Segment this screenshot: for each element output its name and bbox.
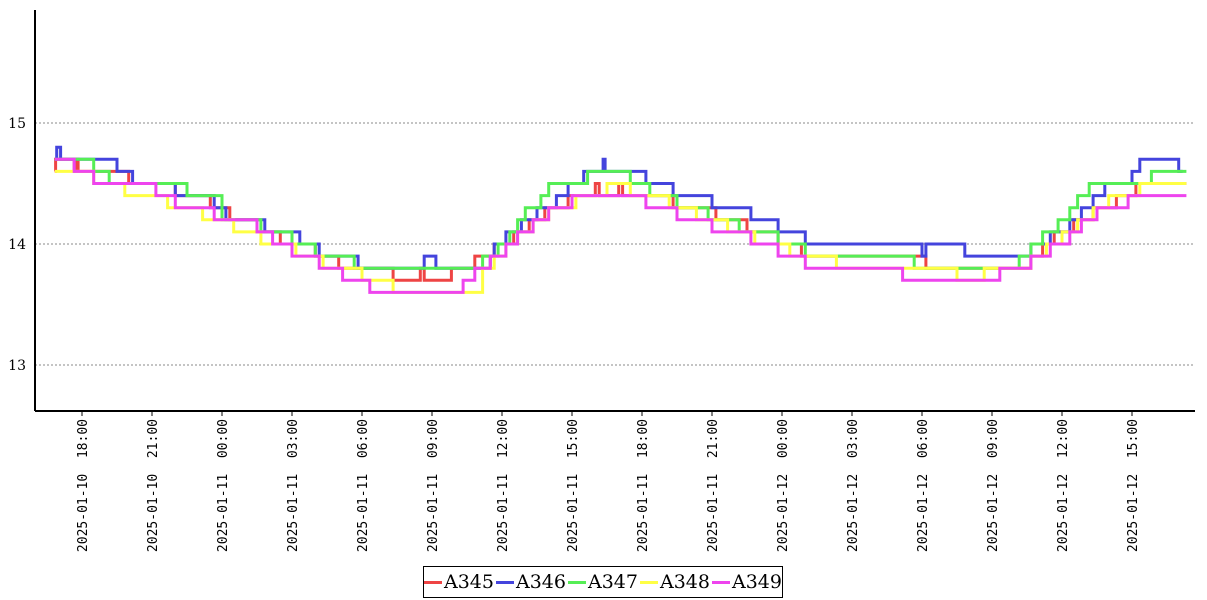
series-line-A348	[54, 169, 1187, 294]
legend-label: A345	[444, 571, 494, 593]
legend-swatch	[568, 580, 586, 584]
x-tick-labels: 2025-01-10 18:00 2025-01-10 21:00 2025-01-…	[76, 411, 1141, 552]
series-lines	[54, 145, 1187, 294]
x-tick-label: 2025-01-10 18:00	[76, 419, 91, 552]
y-tick-label: 15	[8, 116, 26, 132]
legend-item-A345: A345	[424, 571, 494, 593]
x-tick-label: 2025-01-11 18:00	[636, 419, 651, 552]
y-tick-label: 13	[8, 358, 26, 374]
legend-label: A347	[588, 571, 638, 593]
legend-swatch	[640, 580, 658, 584]
legend-item-A347: A347	[568, 571, 638, 593]
x-tick-label: 2025-01-12 09:00	[986, 419, 1001, 552]
legend-swatch	[424, 580, 442, 584]
y-tick-label: 14	[8, 237, 26, 253]
series-line-A346	[54, 145, 1183, 270]
y-tick-labels: 13 14 15	[8, 116, 26, 374]
axes	[34, 10, 1195, 412]
legend-label: A346	[516, 571, 566, 593]
x-tick-label: 2025-01-12 00:00	[776, 419, 791, 552]
x-tick-label: 2025-01-10 21:00	[146, 419, 161, 552]
x-tick-label: 2025-01-11 00:00	[216, 419, 231, 552]
x-tick-label: 2025-01-12 12:00	[1056, 419, 1071, 552]
legend-item-A346: A346	[496, 571, 566, 593]
legend-item-A348: A348	[640, 571, 710, 593]
x-tick-label: 2025-01-12 15:00	[1126, 419, 1141, 552]
x-tick-label: 2025-01-11 09:00	[426, 419, 441, 552]
legend-label: A348	[660, 571, 710, 593]
x-tick-label: 2025-01-11 21:00	[706, 419, 721, 552]
series-line-A349	[54, 157, 1187, 294]
legend-item-A349: A349	[712, 571, 782, 593]
legend-label: A349	[732, 571, 782, 593]
x-tick-label: 2025-01-11 06:00	[356, 419, 371, 552]
x-tick-label: 2025-01-11 15:00	[566, 419, 581, 552]
legend-swatch	[712, 580, 730, 584]
x-tick-label: 2025-01-11 12:00	[496, 419, 511, 552]
x-tick-label: 2025-01-12 06:00	[916, 419, 931, 552]
x-tick-label: 2025-01-12 03:00	[846, 419, 861, 552]
gridlines	[35, 122, 1195, 366]
x-tick-label: 2025-01-11 03:00	[286, 419, 301, 552]
legend-swatch	[496, 580, 514, 584]
series-line-A347	[54, 157, 1187, 270]
legend: A345 A346 A347 A348 A349	[423, 566, 783, 598]
